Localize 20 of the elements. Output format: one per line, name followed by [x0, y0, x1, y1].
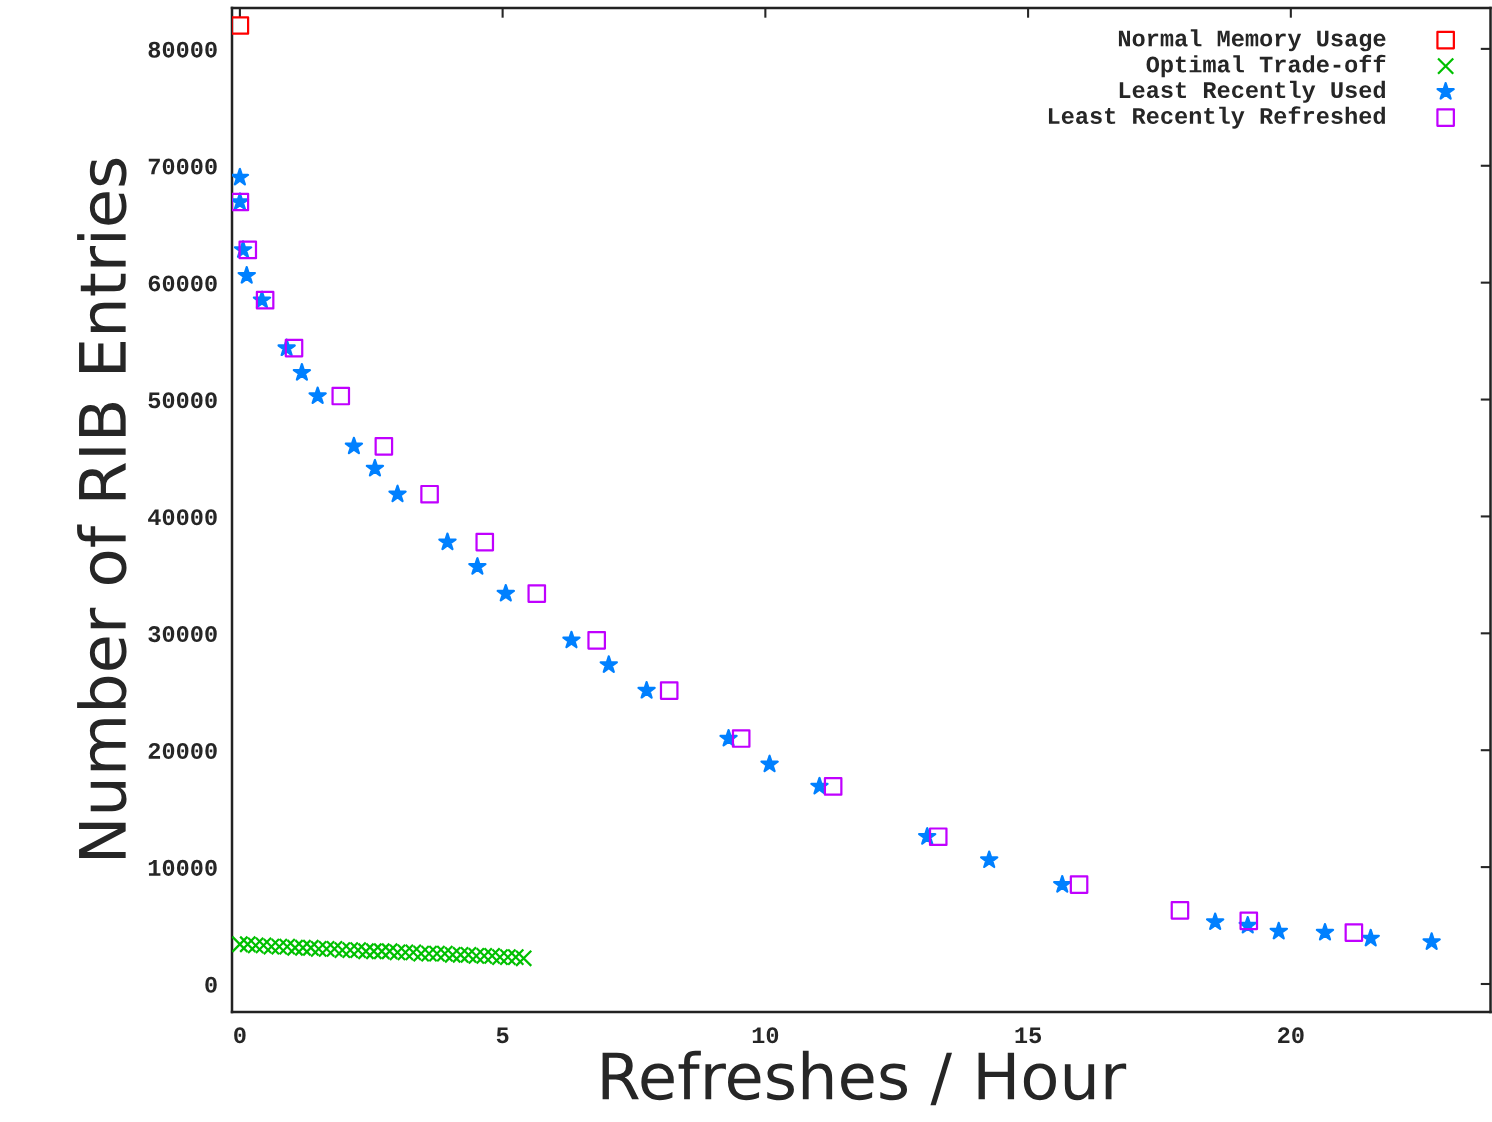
x-axis-title: Refreshes / Hour: [602, 1050, 1127, 1106]
legend-label: Optimal Trade-off: [1146, 54, 1386, 78]
y-tick-label: 0: [205, 976, 217, 993]
legend-label: Least Recently Refreshed: [1048, 106, 1385, 129]
y-tick-label: 70000: [148, 158, 217, 175]
y-tick-label: 60000: [148, 275, 217, 292]
x-tick-label: 15: [1015, 1027, 1042, 1044]
legend-label: Normal Memory Usage: [1118, 29, 1386, 52]
legend-label: Least Recently Used: [1119, 80, 1385, 103]
x-tick-label: 0: [234, 1027, 246, 1044]
y-tick-label: 40000: [148, 509, 217, 526]
y-tick-label: 20000: [148, 742, 217, 759]
x-tick-label: 20: [1278, 1027, 1304, 1044]
y-tick-label: 10000: [148, 859, 217, 876]
y-tick-label: 30000: [148, 626, 217, 643]
x-tick-label: 5: [496, 1027, 509, 1044]
y-tick-label: 50000: [148, 392, 217, 409]
y-tick-label: 80000: [148, 41, 217, 58]
y-axis-title: Number of RIB Entries: [77, 158, 127, 859]
x-tick-label: 10: [752, 1027, 779, 1044]
